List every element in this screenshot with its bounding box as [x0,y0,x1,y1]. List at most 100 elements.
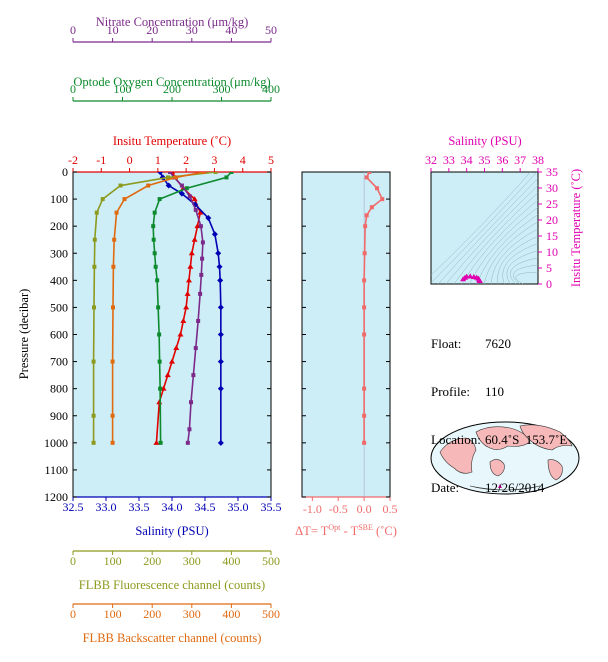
temperature-point [185,277,192,283]
nitrate-tick-label: 50 [265,23,277,37]
salinity-tick-label: 35.0 [228,500,249,514]
oxygen-point [229,172,234,174]
delta-point [362,332,367,337]
salinity-axis-label: Salinity (PSU) [135,524,208,538]
nitrate-tick-label: 30 [186,23,198,37]
oxygen-point [155,278,160,283]
nitrate-point [187,194,192,199]
salinity-tick-label: 35.5 [261,500,282,514]
info-profile: Profile: 110 [431,384,505,399]
temperature-point [177,331,184,337]
float-location-marker [498,484,502,488]
nitrate-tick-label: 0 [70,23,76,37]
backscatter-tick-label: 0 [70,607,76,621]
world-map [430,421,580,495]
ts-isopycnal [431,172,531,276]
temperature-point [188,250,195,256]
ts-isopycnal [445,185,538,284]
oxygen-point [153,264,158,269]
pressure-axis-label: Pressure (decibar) [17,289,31,380]
salinity-point [165,182,172,189]
oxygen-point [184,186,189,191]
nitrate-point [189,400,194,405]
fluorescence-point [94,210,99,215]
backscatter-tick-label: 100 [104,607,122,621]
ts-point [467,273,474,279]
temperature-point [169,358,175,364]
backscatter-point [110,359,115,364]
oxygen-tick-label: 200 [163,82,181,96]
ts-salinity-tick-label: 38 [532,153,544,167]
delta-axis: -1.0 -0.5 0.0 0.5 [302,171,398,516]
backscatter-axis-label: FLBB Backscatter channel (counts) [83,631,262,645]
delta-point [380,197,385,202]
salinity-point [215,250,222,257]
fluorescence-tick-label: 300 [183,554,201,568]
pressure-tick-label: 400 [50,273,68,287]
backscatter-point [111,264,116,269]
ts-series [460,273,483,283]
nitrate-point [187,427,192,432]
oxygen-point [158,440,163,445]
nitrate-tick-label: 40 [225,23,237,37]
nitrate-profile-line [169,172,204,443]
fluorescence-point [92,237,97,242]
pressure-axis: 0 100 200 300 400 500 600 700 800 900 1000 1100 1200 [44,165,271,504]
ts-isopycnal [491,228,538,284]
ts-isopycnal [453,192,538,284]
delta-point [362,440,367,445]
pressure-tick-label: 1200 [44,490,68,504]
ts-salinity-tick-label: 37 [514,153,526,167]
temperature-profile-line [155,172,202,443]
fluorescence-point [91,440,96,445]
nitrate-point [196,318,201,323]
salinity-point [217,439,224,446]
ts-temperature-tick-label: 5 [546,261,552,275]
backscatter-point [110,305,115,310]
ts-isopycnal [469,206,538,284]
temperature-tick-label: -1 [96,153,106,167]
delta-point [369,205,374,210]
ts-isopycnal [502,243,538,284]
delta-point [364,175,369,180]
salinity-point [205,215,212,222]
backscatter-point [110,440,115,445]
nitrate-point [200,256,205,261]
backscatter-point [201,172,206,174]
ts-temperature-tick-label: 0 [546,277,552,291]
temperature-axis-label: Insitu Temperature (˚C) [113,134,231,148]
ts-isopycnal [431,172,538,284]
salinity-tick-label: 34.0 [162,500,183,514]
nitrate-tick-label: 10 [107,23,119,37]
fluorescence-point [91,305,96,310]
nitrate-point [193,346,198,351]
oxygen-point [152,251,157,256]
delta-plot-area [301,171,391,498]
backscatter-point [173,175,178,180]
backscatter-point [114,210,119,215]
delta-point [362,386,367,391]
salinity-point [216,263,223,270]
oxygen-tick-label: 0 [70,82,76,96]
fluorescence-point [100,197,105,202]
nitrate-point [198,291,203,296]
delta-point [362,278,367,283]
delta-tick-label: 0.0 [357,502,372,516]
oxygen-point [157,197,162,202]
temperature-tick-label: 2 [183,153,189,167]
bottom-axes: 32.5 33.0 33.5 34.0 34.5 35.0 35.5 0 100 200 300 40… [63,496,282,621]
delta-axis-label: ΔT= TOpt - TSBE (˚C) [295,523,397,538]
salinity-point [178,190,185,197]
fluorescence-tick-label: 200 [143,554,161,568]
float-info: Float: 7620 Profile: 110 Location: 60.4˚S 1… [431,304,567,512]
fluorescence-tick-label: 500 [262,554,280,568]
oxygen-point [157,332,162,337]
ts-isopycnal [497,235,538,284]
temperature-tick-label: -2 [68,153,78,167]
pressure-tick-label: 200 [50,219,68,233]
temperature-point [191,196,198,202]
temperature-tick-label: 4 [240,153,246,167]
temperature-point [184,290,191,296]
ts-salinity-tick-label: 32 [425,153,437,167]
temperature-point [197,209,204,215]
